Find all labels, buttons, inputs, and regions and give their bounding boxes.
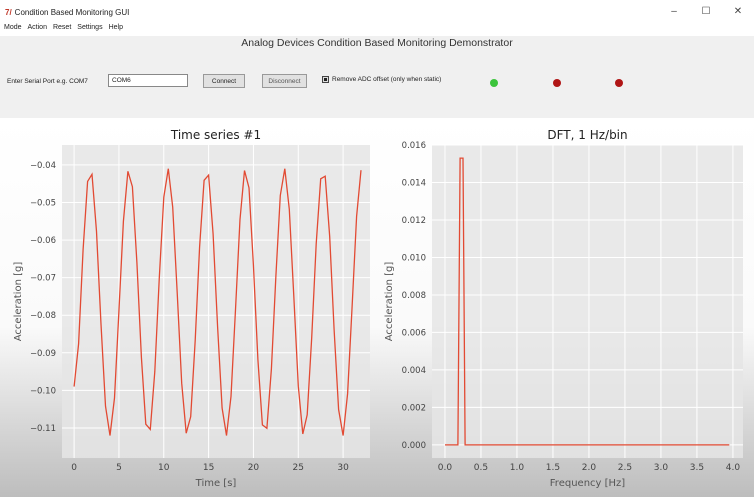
x-tick-label: 2.0 (582, 463, 597, 473)
x-axis-label: Frequency [Hz] (550, 478, 626, 489)
y-tick-label: 0.002 (402, 403, 426, 413)
status-led-red-2 (615, 79, 623, 87)
y-tick-label: −0.05 (30, 198, 56, 208)
y-tick-label: −0.06 (30, 236, 56, 246)
y-tick-label: −0.04 (30, 161, 56, 171)
x-tick-label: 1.5 (546, 463, 560, 473)
menu-bar: Mode Action Reset Settings Help (0, 24, 754, 36)
serial-port-label: Enter Serial Port e.g. COM7 (7, 78, 88, 85)
app-title: Analog Devices Condition Based Monitorin… (241, 37, 513, 49)
y-axis-label: Acceleration [g] (384, 262, 395, 342)
y-tick-label: −0.11 (30, 424, 56, 434)
y-tick-label: −0.08 (30, 311, 56, 321)
disconnect-button[interactable]: Disconnect (262, 74, 307, 88)
connect-button[interactable]: Connect (203, 74, 245, 88)
window-title: Condition Based Monitoring GUI (14, 7, 130, 17)
y-tick-label: 0.016 (402, 141, 426, 151)
y-tick-label: 0.014 (402, 178, 426, 188)
title-bar: 7/ Condition Based Monitoring GUI – ☐ ✕ (0, 0, 754, 24)
minimize-button[interactable]: – (671, 6, 677, 17)
y-tick-label: −0.09 (30, 349, 56, 359)
x-tick-label: 30 (337, 463, 349, 473)
tk-feather-icon: 7/ (5, 7, 12, 17)
status-led-red-1 (553, 79, 561, 87)
y-tick-label: 0.012 (402, 216, 426, 226)
remove-offset-checkbox[interactable]: Remove ADC offset (only when static) (322, 76, 441, 83)
maximize-button[interactable]: ☐ (701, 6, 711, 17)
x-tick-label: 1.0 (510, 463, 525, 473)
remove-offset-label: Remove ADC offset (only when static) (332, 76, 442, 83)
x-tick-label: 4.0 (726, 463, 741, 473)
y-tick-label: 0.000 (402, 441, 426, 451)
menu-reset[interactable]: Reset (52, 24, 72, 31)
y-tick-label: 0.008 (402, 291, 426, 301)
y-tick-label: 0.006 (402, 328, 426, 338)
menu-help[interactable]: Help (108, 24, 123, 31)
x-tick-label: 3.5 (690, 463, 704, 473)
x-tick-label: 0.5 (474, 463, 488, 473)
checkbox-checked-icon[interactable] (322, 76, 329, 83)
x-tick-label: 2.5 (618, 463, 632, 473)
x-tick-label: 20 (248, 463, 260, 473)
series-line (445, 157, 730, 446)
chart-title: DFT, 1 Hz/bin (547, 128, 627, 142)
status-led-green (490, 79, 498, 87)
y-tick-label: 0.010 (402, 253, 426, 263)
series-line (73, 168, 362, 436)
serial-port-input[interactable]: COM6 (108, 74, 188, 87)
x-axis-label: Time [s] (195, 478, 237, 489)
menu-mode[interactable]: Mode (4, 24, 22, 31)
menu-settings[interactable]: Settings (77, 24, 103, 31)
x-tick-label: 3.0 (654, 463, 669, 473)
y-tick-label: −0.10 (30, 386, 56, 396)
menu-action[interactable]: Action (27, 24, 47, 31)
y-axis-label: Acceleration [g] (13, 262, 24, 342)
chart-title: Time series #1 (170, 128, 261, 142)
x-tick-label: 10 (158, 463, 170, 473)
y-tick-label: 0.004 (402, 366, 426, 376)
x-tick-label: 0 (71, 463, 77, 473)
plot-area (432, 145, 743, 458)
x-tick-label: 25 (293, 463, 304, 473)
close-button[interactable]: ✕ (733, 6, 743, 17)
y-tick-label: −0.07 (30, 274, 56, 284)
x-tick-label: 15 (203, 463, 214, 473)
x-tick-label: 5 (116, 463, 122, 473)
x-tick-label: 0.0 (438, 463, 453, 473)
